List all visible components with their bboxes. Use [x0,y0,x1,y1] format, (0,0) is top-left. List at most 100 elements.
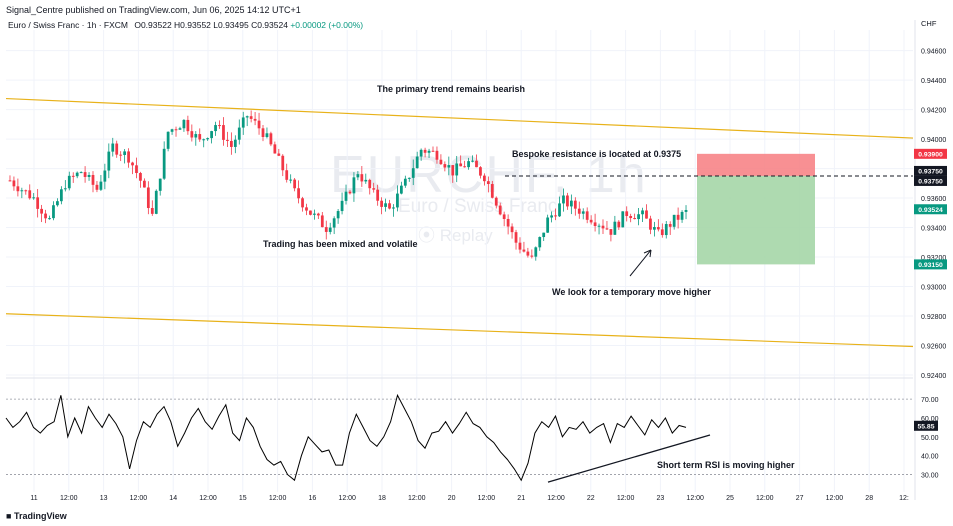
symbol-legend: Euro / Swiss Franc · 1h · FXCM O0.93522 … [8,20,363,30]
candle-body [641,210,644,215]
candle-body [542,232,546,238]
watermark-name: Euro / Swiss Franc [398,196,558,217]
candle-body [107,151,111,171]
candle-body [20,190,24,192]
time-tick-label: 20 [448,495,456,502]
annotation-resistance[interactable]: Bespoke resistance is located at 0.9375 [512,149,682,159]
candle-body [676,214,680,220]
candle-body [273,144,277,154]
candle-body [443,164,447,168]
price-tick-label: 0.94400 [921,78,946,85]
candle-body [534,247,538,257]
candle-body [340,200,344,212]
candle-body [526,251,530,256]
candle-body [154,190,158,214]
candle-body [257,120,261,129]
time-tick-label: 25 [726,495,734,502]
candle-body [403,178,407,186]
candle-body [538,237,542,248]
candle-body [249,116,253,119]
candle-body [364,179,368,182]
annotation-temporary-move[interactable]: We look for a temporary move higher [552,287,711,297]
candle-body [127,151,130,163]
grid [6,30,913,492]
candle-body [103,170,107,182]
candle-body [585,211,589,220]
price-tick-label: 0.93400 [921,226,946,233]
candle-body [573,200,577,209]
candle-body [388,203,391,209]
candle-body [119,154,123,156]
candle-body [550,215,553,218]
candle-body [332,218,336,228]
candle-body [202,139,206,141]
candle-body [16,186,20,192]
candle-body [233,139,237,147]
candle-body [629,216,633,219]
candle-body [194,134,198,138]
candle-body [498,205,502,215]
time-tick-label: 12:00 [756,495,774,502]
candle-body [28,190,32,199]
candle-body [589,219,593,223]
candle-body [320,215,324,228]
trend-lines[interactable] [5,97,914,348]
candle-body [490,184,494,198]
candle-body [399,185,403,194]
annotation-primary-trend[interactable]: The primary trend remains bearish [377,84,526,94]
candle-body [376,189,380,201]
time-axis[interactable]: 11 12:00 13 12:00 14 12:00 15 12:00 16 12:00 18 12:… [30,495,909,502]
time-tick-label: 23 [657,495,665,502]
candle-body [36,197,40,209]
currency-label: CHF [921,19,937,28]
candle-body [226,139,229,141]
candle-body [285,170,289,180]
candle-body [277,153,281,156]
candle-body [451,165,455,176]
candle-body [139,173,142,181]
position-zones[interactable] [505,153,913,265]
candle-body [123,151,127,155]
annotation-mixed[interactable]: Trading has been mixed and volatile [263,239,418,249]
watermark-replay: ⦿ Replay [418,226,493,245]
candle-body [463,166,467,168]
time-tick-label: 12:00 [130,495,148,502]
time-tick-label: 14 [169,495,177,502]
candle-body [83,172,87,177]
price-level-tag [914,259,947,270]
candle-body [241,117,245,128]
candle-body [514,232,518,243]
candle-body [621,211,625,228]
symbol-name[interactable]: Euro / Swiss Franc · 1h · FXCM [8,20,128,30]
candle-body [222,125,225,140]
candle-body [530,255,534,257]
price-level-label: 0.93900 [918,151,943,158]
candle-body [237,127,241,140]
candle-body [289,179,293,181]
trend-line-lower [5,313,914,348]
annotation-rsi[interactable]: Short term RSI is moving higher [657,460,795,470]
time-tick-label: 15 [239,495,247,502]
candle-body [143,180,146,188]
candle-body [253,118,257,121]
price-level-tag [914,165,947,176]
time-tick-label: 12:00 [60,495,78,502]
candle-body [609,229,613,235]
candle-body [229,140,233,147]
candle-body [506,218,510,227]
candle-body [605,228,609,230]
rsi-tick-label: 30.00 [921,473,939,480]
tradingview-logo[interactable]: ■ TradingView [6,511,67,521]
candle-body [95,184,99,190]
candle-body [297,188,300,199]
price-axis[interactable]: 0.946000.944000.942000.940000.938000.936… [914,20,947,500]
candle-body [150,208,154,214]
candle-body [558,203,561,217]
candle-body [324,227,328,232]
candle-body [455,163,459,176]
candle-body [380,200,383,207]
candle-body [214,125,217,132]
candle-body [467,161,470,168]
rsi-line [5,393,687,482]
